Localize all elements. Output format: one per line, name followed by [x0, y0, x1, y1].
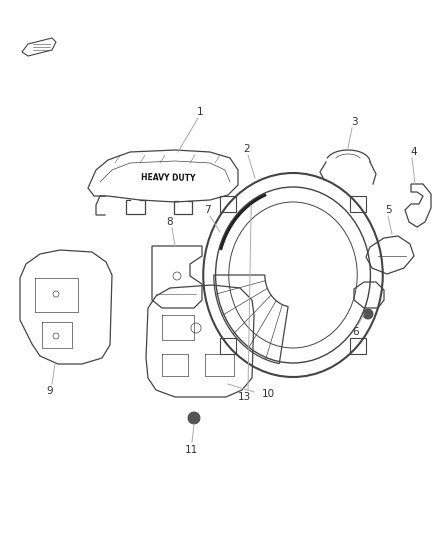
Bar: [220, 196, 236, 212]
Text: HEAVY DUTY: HEAVY DUTY: [141, 173, 195, 183]
Circle shape: [363, 309, 373, 319]
Text: 1: 1: [197, 107, 203, 117]
Text: 8: 8: [167, 217, 173, 227]
Circle shape: [188, 412, 200, 424]
Text: 6: 6: [353, 327, 359, 337]
Text: 11: 11: [184, 445, 198, 455]
Bar: [350, 338, 366, 354]
Text: 5: 5: [385, 205, 391, 215]
Text: 9: 9: [47, 386, 53, 396]
Bar: [220, 338, 236, 354]
Text: 13: 13: [237, 392, 251, 402]
Text: 2: 2: [244, 144, 250, 154]
Text: 10: 10: [261, 389, 275, 399]
Bar: [350, 196, 366, 212]
Text: 7: 7: [204, 205, 210, 215]
Text: 4: 4: [411, 147, 417, 157]
Text: 3: 3: [351, 117, 357, 127]
